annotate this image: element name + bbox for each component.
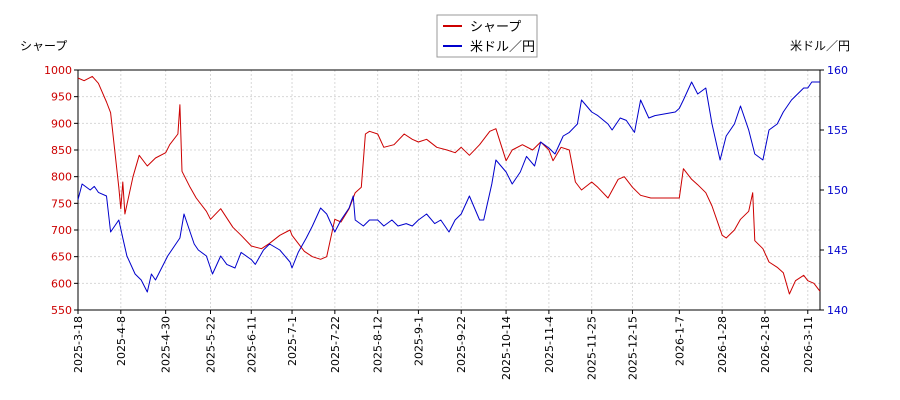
x-tick-label: 2026-1-7 (673, 316, 686, 366)
left-axis-ticks: 550 600 650 700 750 800 850 900 950 1000 (44, 64, 78, 317)
x-tick-label: 2025-9-22 (455, 316, 468, 373)
left-tick-label: 950 (51, 91, 72, 104)
x-tick-label: 2025-3-18 (72, 316, 85, 373)
legend-label-usdjpy: 米ドル／円 (470, 40, 535, 55)
series-line-sharp (77, 75, 821, 295)
x-tick-label: 2025-11-4 (543, 316, 556, 373)
right-tick-label: 155 (827, 124, 848, 137)
x-tick-label: 2025-7-1 (286, 316, 299, 366)
right-axis-title: 米ドル／円 (790, 39, 850, 53)
legend: シャープ 米ドル／円 (436, 14, 538, 58)
left-tick-label: 1000 (44, 64, 72, 77)
left-tick-label: 550 (51, 304, 72, 317)
x-tick-label: 2025-7-22 (329, 316, 342, 373)
x-tick-label: 2025-10-14 (500, 316, 513, 380)
left-tick-label: 750 (51, 197, 72, 210)
x-tick-label: 2026-1-28 (716, 316, 729, 373)
x-tick-label: 2025-4-8 (115, 316, 128, 366)
x-tick-label: 2025-4-30 (160, 316, 173, 373)
x-tick-label: 2025-8-12 (372, 316, 385, 373)
left-tick-label: 850 (51, 144, 72, 157)
right-tick-label: 145 (827, 244, 848, 257)
legend-label-sharp: シャープ (470, 20, 521, 35)
right-tick-label: 150 (827, 184, 848, 197)
legend-box (436, 14, 538, 58)
x-tick-label: 2026-3-11 (802, 316, 815, 373)
x-axis-ticks: 2025-3-18 2025-4-8 2025-4-30 2025-5-22 2025-… (72, 310, 815, 380)
x-tick-label: 2025-9-1 (412, 316, 425, 366)
grid (77, 69, 820, 311)
right-axis-ticks: 140 145 150 155 160 (820, 64, 848, 317)
series-layer (77, 75, 821, 295)
right-tick-label: 160 (827, 64, 848, 77)
left-tick-label: 600 (51, 277, 72, 290)
x-tick-label: 2025-5-22 (205, 316, 218, 373)
x-tick-label: 2025-11-25 (586, 316, 599, 380)
left-axis-title: シャープ (20, 39, 67, 53)
series-line-usdjpy (77, 81, 820, 293)
left-tick-label: 700 (51, 224, 72, 237)
left-tick-label: 800 (51, 171, 72, 184)
x-tick-label: 2025-6-11 (245, 316, 258, 373)
left-tick-label: 900 (51, 117, 72, 130)
x-tick-label: 2026-2-18 (759, 316, 772, 373)
x-tick-label: 2025-12-15 (626, 316, 639, 380)
right-tick-label: 140 (827, 304, 848, 317)
left-tick-label: 650 (51, 251, 72, 264)
